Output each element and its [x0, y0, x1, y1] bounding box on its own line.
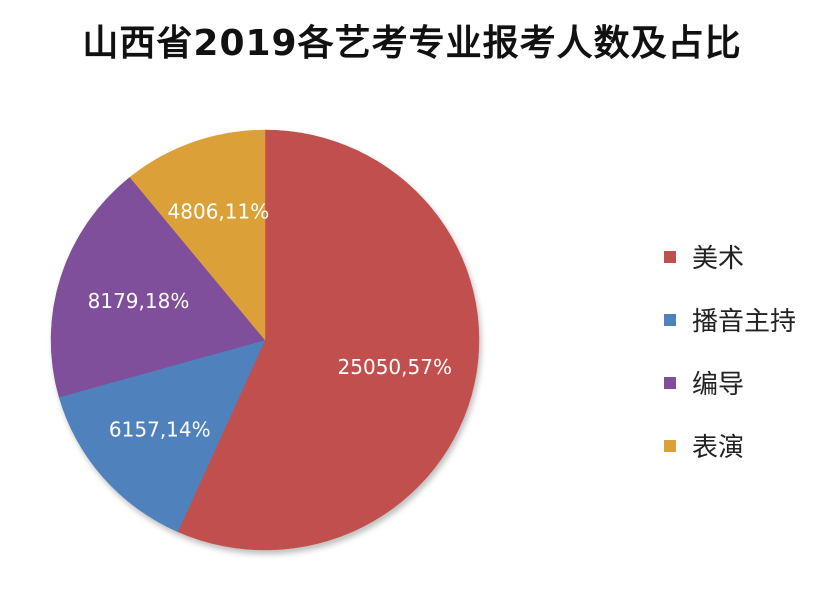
chart-title: 山西省2019各艺考专业报考人数及占比: [82, 23, 742, 64]
data-label: 4806,11%: [168, 199, 270, 223]
data-label: 25050,57%: [338, 355, 452, 379]
legend-label: 编导: [692, 370, 745, 400]
slice-meishu: [177, 129, 480, 551]
legend-item-biandao: 编导: [664, 351, 796, 414]
legend-swatch: [664, 376, 676, 389]
slice-biaoyan: [129, 129, 266, 341]
legend-swatch: [664, 250, 676, 263]
legend-label: 播音主持: [692, 307, 797, 337]
legend-label: 表演: [692, 433, 745, 463]
legend-item-boyin: 播音主持: [664, 288, 796, 351]
legend-swatch: [664, 313, 676, 326]
data-label: 6157,14%: [109, 417, 211, 441]
legend-item-biaoyan: 表演: [664, 414, 796, 477]
legend-label: 美术: [692, 244, 745, 274]
legend-swatch: [664, 439, 676, 452]
data-label: 8179,18%: [88, 289, 190, 313]
slice-boyin: [58, 339, 266, 533]
slice-biandao: [50, 176, 266, 398]
legend-item-meishu: 美术: [664, 225, 796, 288]
legend: 美术 播音主持 编导 表演: [664, 225, 796, 477]
